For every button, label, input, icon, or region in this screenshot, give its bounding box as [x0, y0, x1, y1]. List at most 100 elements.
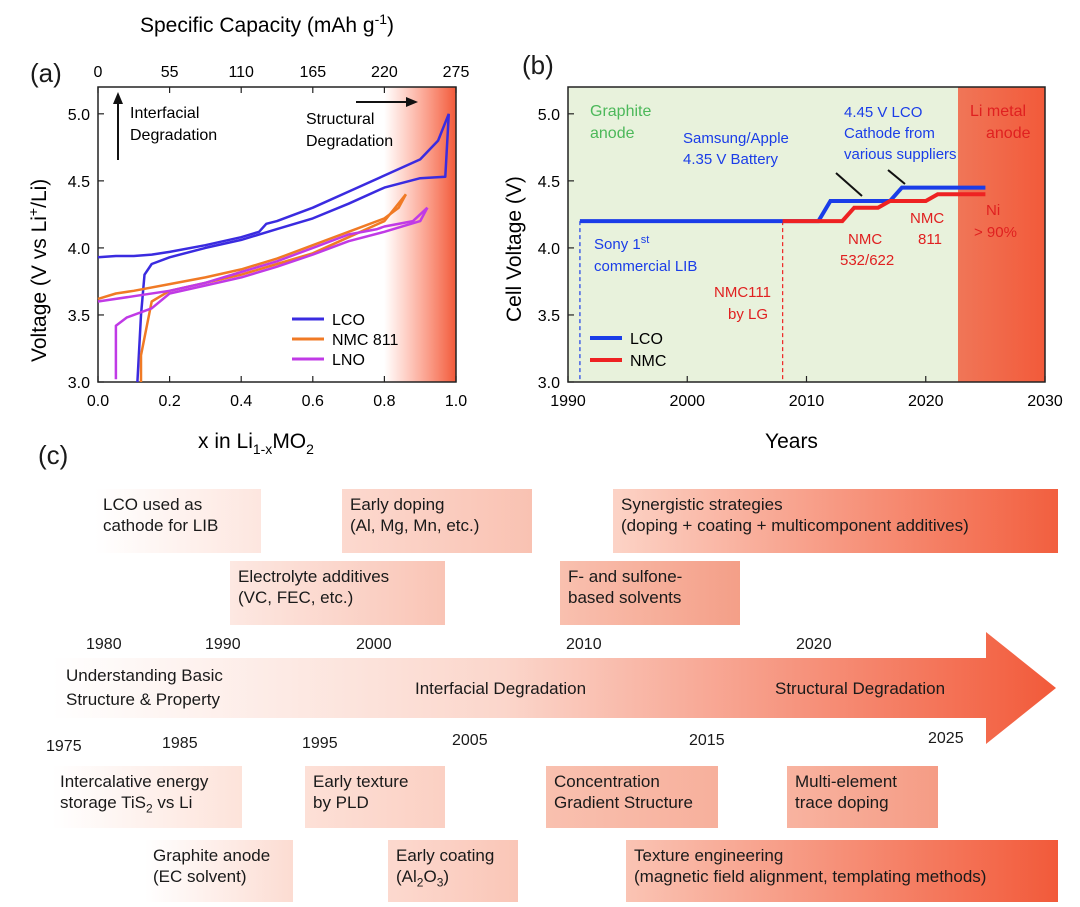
- box-line: by PLD: [313, 793, 369, 812]
- x2-tick-label-a: 55: [161, 64, 179, 81]
- box-line: Early coating: [396, 846, 495, 865]
- ni-text-2: > 90%: [974, 224, 1017, 241]
- x-tick-label-a: 0.4: [230, 393, 252, 410]
- x-axis-title-b: Years: [765, 430, 818, 453]
- interfacial-text-2: Degradation: [130, 127, 217, 144]
- legend-label-nmc-b: NMC: [630, 353, 666, 370]
- text-part: ): [443, 867, 450, 886]
- nmc111-text-1: NMC111: [714, 284, 771, 301]
- y-tick-label-a: 4.5: [68, 174, 90, 191]
- x2-tick-label-a: 0: [94, 64, 103, 81]
- box-line: trace doping: [795, 793, 889, 812]
- ni-text-1: Ni: [986, 202, 1000, 219]
- nmc532-text-1: NMC: [848, 231, 882, 248]
- lines-b: [579, 185, 986, 382]
- graphite-text-2: anode: [590, 125, 635, 142]
- panel-label-c: (c): [38, 440, 69, 470]
- timeline-box-early-coating: Early coating (Al2O3): [388, 840, 518, 902]
- box-line: (VC, FEC, etc.): [238, 588, 354, 607]
- nmc532-text-2: 532/622: [840, 252, 894, 269]
- arrow-text-basic-1: Understanding Basic: [66, 666, 223, 685]
- box-line: Intercalative energy: [60, 772, 209, 791]
- graphite-region: [568, 87, 958, 382]
- structural-text-1: Structural: [306, 111, 374, 128]
- text-part: (Al: [396, 867, 417, 886]
- nmc111-text-2: by LG: [728, 306, 768, 323]
- panel-label-a: (a): [30, 58, 62, 88]
- series-line-lno-charge: [97, 206, 429, 303]
- legend-label-nmc811: NMC 811: [332, 332, 398, 349]
- timeline-box-multi-element: Multi-element trace doping: [787, 766, 938, 828]
- x-tick-label-a: 0.2: [158, 393, 180, 410]
- box-line: cathode for LIB: [103, 516, 219, 535]
- box-line: (magnetic field alignment, templating me…: [634, 867, 987, 886]
- sony-text-1: Sony 1st: [594, 234, 649, 253]
- y-tick-label-b: 4.0: [538, 241, 560, 258]
- sony-text-2: commercial LIB: [594, 258, 697, 275]
- box-line: Multi-element: [795, 772, 898, 791]
- lco445-text-1: 4.45 V LCO: [844, 104, 922, 121]
- subscript: 3: [436, 875, 444, 890]
- year-label: 2020: [796, 636, 832, 653]
- year-label: 1985: [162, 735, 198, 752]
- x-tick-label-b: 2020: [908, 393, 944, 410]
- box-line: Early texture: [313, 772, 409, 791]
- structural-arrowhead: [406, 97, 418, 107]
- timeline-box-concentration: Concentration Gradient Structure: [546, 766, 718, 828]
- year-label: 2025: [928, 730, 964, 747]
- x-tick-label-a: 1.0: [445, 393, 467, 410]
- timeline-box-sulfone: F- and sulfone- based solvents: [560, 561, 740, 625]
- year-label: 2005: [452, 732, 488, 749]
- arrow-text-interfacial: Interfacial Degradation: [415, 679, 587, 698]
- timeline-box-early-texture: Early texture by PLD: [305, 766, 445, 828]
- year-label: 1995: [302, 735, 338, 752]
- x-tick-label-b: 2010: [789, 393, 825, 410]
- y-axis-title-b: Cell Voltage (V): [503, 176, 526, 322]
- y-tick-label-a: 3.5: [68, 308, 90, 325]
- graphite-text-1: Graphite: [590, 103, 651, 120]
- timeline-box-synergistic: Synergistic strategies (doping + coating…: [613, 489, 1058, 553]
- legend-b: LCO NMC: [590, 331, 666, 370]
- timeline-arrow: [52, 632, 1056, 744]
- text-part: storage TiS: [60, 793, 146, 812]
- x2-tick-label-a: 275: [443, 64, 470, 81]
- box-line: Synergistic strategies: [621, 495, 783, 514]
- text-part: vs Li: [152, 793, 193, 812]
- x-tick-label-a: 0.0: [87, 393, 109, 410]
- year-label: 1990: [205, 636, 241, 653]
- y-tick-label-b: 5.0: [538, 107, 560, 124]
- box-line: Concentration: [554, 772, 660, 791]
- year-label: 2010: [566, 636, 602, 653]
- axes-a: 0.0 0.2 0.4 0.6 0.8 1.0 3.0 3.5 4.0 4.5 5.0 0 55 110 1…: [68, 64, 470, 410]
- structural-shade: [384, 87, 456, 382]
- series-line-lco-discharge: [136, 113, 451, 383]
- box-line: (Al, Mg, Mn, etc.): [350, 516, 480, 535]
- limetal-text-2: anode: [986, 125, 1031, 142]
- arrow-text-basic-2: Structure & Property: [66, 690, 221, 709]
- y-tick-label-b: 3.0: [538, 375, 560, 392]
- y-axis-title-a: Voltage (V vs Li+/Li): [25, 179, 51, 362]
- lco445-pointer: [887, 169, 906, 185]
- lines-a: [97, 113, 451, 383]
- y-tick-label-a: 4.0: [68, 241, 90, 258]
- timeline-box-texture-engineering: Texture engineering (magnetic field alig…: [626, 840, 1058, 902]
- subscript: 2: [416, 875, 424, 890]
- panel-label-b: (b): [522, 50, 554, 80]
- box-line: based solvents: [568, 588, 682, 607]
- year-label: 1980: [86, 636, 122, 653]
- legend-label-lco-b: LCO: [630, 331, 663, 348]
- series-line-lco-charge: [97, 113, 450, 259]
- timeline-box-early-doping: Early doping (Al, Mg, Mn, etc.): [342, 489, 532, 553]
- box-line: Gradient Structure: [554, 793, 693, 812]
- x-tick-label-b: 2030: [1027, 393, 1063, 410]
- timeline-box-graphite-anode: Graphite anode (EC solvent): [145, 840, 293, 902]
- y-tick-label-a: 5.0: [68, 107, 90, 124]
- box-line: Graphite anode: [153, 846, 271, 865]
- subscript: 2: [146, 801, 153, 816]
- x2-tick-label-a: 165: [299, 64, 326, 81]
- x2-tick-label-a: 220: [371, 64, 398, 81]
- plot-frame-a: [97, 86, 457, 383]
- timeline-box-electrolyte: Electrolyte additives (VC, FEC, etc.): [230, 561, 445, 625]
- charts-canvas: 0.0 0.2 0.4 0.6 0.8 1.0 3.0 3.5 4.0 4.5 5.0 0 55 110 1…: [25, 11, 1063, 457]
- series-line-lno-discharge: [114, 207, 429, 380]
